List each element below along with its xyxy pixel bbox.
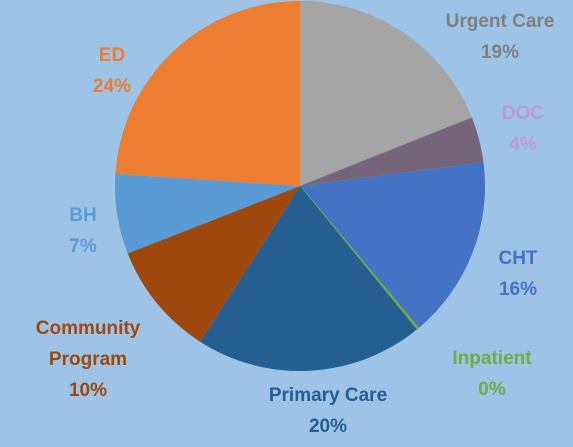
value-label: 10% <box>68 380 108 401</box>
category-name: ED <box>98 45 126 66</box>
category-name: Primary Care <box>268 385 388 406</box>
pie-slice <box>114 173 300 254</box>
value-label: 4% <box>509 134 537 155</box>
pie-slice <box>115 1 301 186</box>
slice-label: Primary Care 20% <box>228 380 428 442</box>
pie-slice <box>300 162 485 328</box>
slice-label: Community Program 10% <box>8 313 168 406</box>
value-label: 16% <box>498 279 538 300</box>
category-name: BH <box>69 205 97 226</box>
pie-slice <box>299 185 420 331</box>
slice-label: ED 24% <box>62 40 162 102</box>
value-label: 0% <box>478 379 506 400</box>
slice-label: CHT 16% <box>458 243 573 305</box>
slice-label: Urgent Care 19% <box>400 6 573 68</box>
pie-slice <box>300 117 484 186</box>
category-name: CHT <box>498 248 538 269</box>
value-label: 19% <box>480 42 520 63</box>
category-name: Inpatient <box>452 348 532 369</box>
slice-label: DOC 4% <box>463 98 573 160</box>
category-name: DOC <box>501 103 545 124</box>
pie-slice <box>200 186 417 371</box>
value-label: 7% <box>69 236 97 257</box>
value-label: 24% <box>92 76 132 97</box>
slice-label: Inpatient 0% <box>422 343 562 405</box>
value-label: 20% <box>308 416 348 437</box>
slice-label: BH 7% <box>33 200 133 262</box>
category-name: Urgent Care <box>445 11 555 32</box>
pie-slice <box>300 1 472 186</box>
category-name: Community Program <box>35 318 141 370</box>
pie-slice <box>127 186 301 342</box>
